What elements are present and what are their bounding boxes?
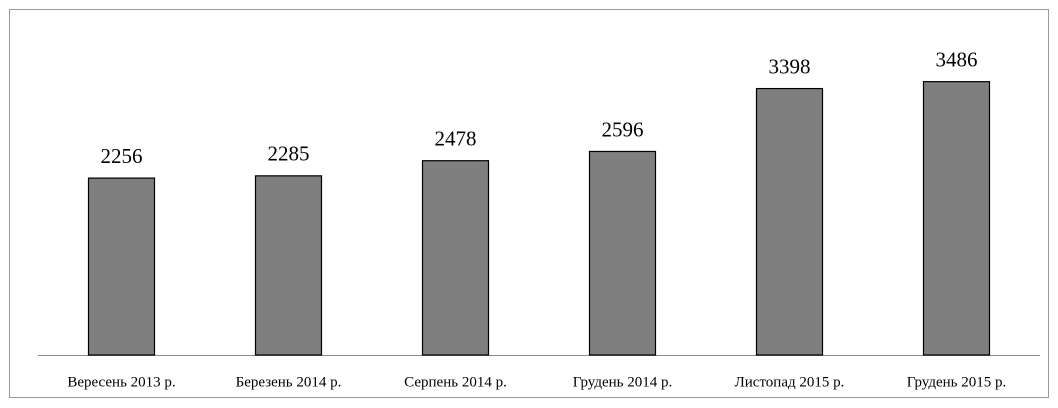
x-tick-label: Листопад 2015 р. xyxy=(735,374,845,390)
bar xyxy=(755,87,824,356)
bar xyxy=(87,177,156,356)
value-label: 2285 xyxy=(268,142,310,166)
x-tick-label: Березень 2014 р. xyxy=(236,374,342,390)
x-tick-label: Грудень 2015 р. xyxy=(907,374,1007,390)
bar xyxy=(588,150,657,356)
value-label: 2478 xyxy=(435,127,477,151)
chart-frame xyxy=(9,9,1049,398)
x-tick-label: Грудень 2014 р. xyxy=(573,374,673,390)
value-label: 3398 xyxy=(769,54,811,78)
value-label: 2256 xyxy=(101,144,143,168)
bar xyxy=(922,81,991,356)
x-tick-label: Вересень 2013 р. xyxy=(67,374,175,390)
bar xyxy=(254,175,323,356)
value-label: 3486 xyxy=(936,47,978,71)
bar xyxy=(421,160,490,356)
value-label: 2596 xyxy=(602,117,644,141)
x-tick-label: Серпень 2014 р. xyxy=(404,374,507,390)
